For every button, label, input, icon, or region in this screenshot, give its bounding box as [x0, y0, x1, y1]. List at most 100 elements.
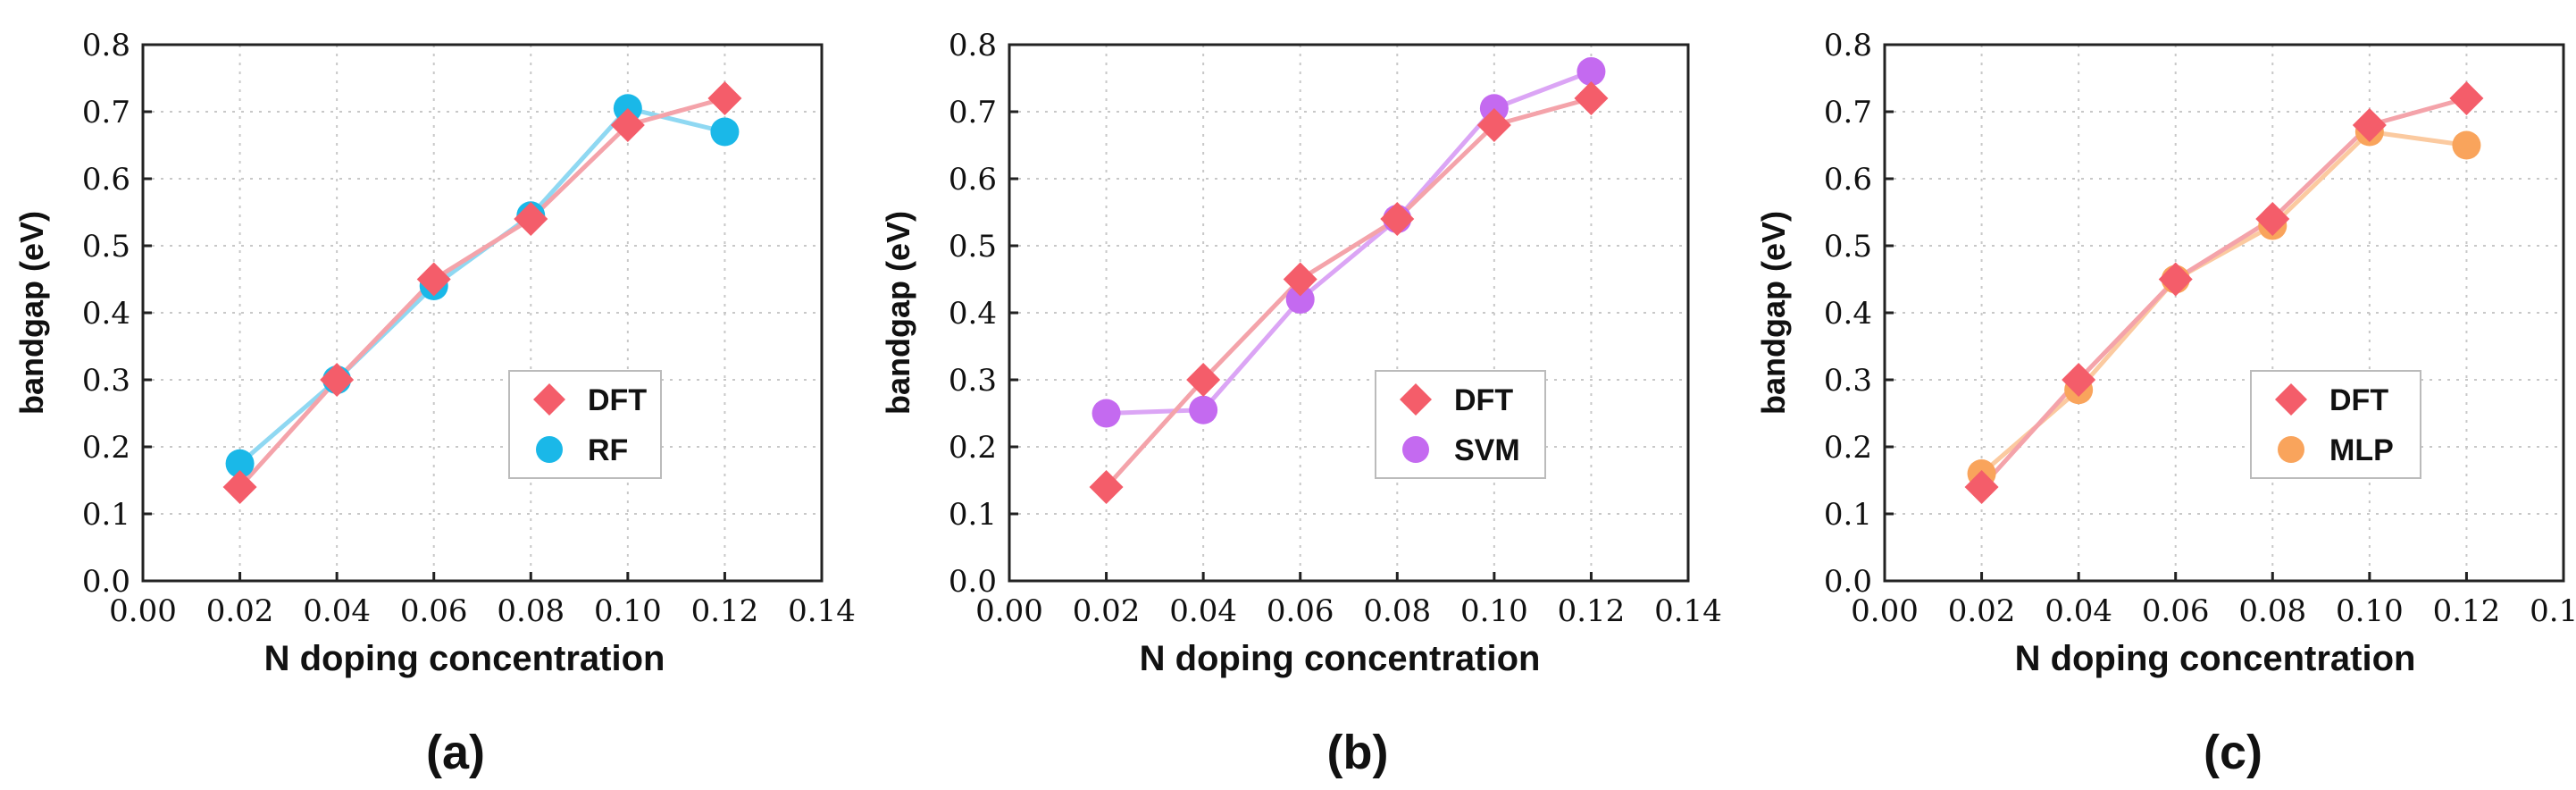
y-tick-label: 0.1	[82, 497, 130, 533]
y-tick-label: 0.2	[82, 430, 130, 466]
series-line-dft	[1104, 96, 1593, 489]
data-point-dft	[1089, 470, 1124, 504]
legend-marker-mlp	[2278, 436, 2304, 463]
y-tick-label: 0.0	[1824, 564, 1872, 600]
y-tick-label: 0.8	[82, 28, 130, 63]
data-point-dft	[1186, 363, 1221, 397]
y-tick-label: 0.1	[1824, 497, 1872, 533]
x-tick-label: 0.02	[1073, 593, 1141, 629]
x-axis-label: N doping concentration	[2015, 639, 2416, 678]
data-point-dft	[707, 81, 742, 115]
y-axis-label: bandgap (eV)	[13, 211, 50, 415]
y-axis-label: bandgap (eV)	[1755, 211, 1792, 415]
y-tick-label: 0.5	[1824, 229, 1872, 265]
x-tick-label: 0.02	[1948, 593, 2016, 629]
y-tick-label: 0.3	[1824, 363, 1872, 399]
data-point-dft	[1380, 202, 1415, 236]
legend: DFT SVM	[1375, 370, 1546, 479]
data-point-dft	[416, 262, 451, 297]
y-tick-label: 0.8	[1824, 28, 1872, 63]
x-tick-label: 0.10	[1460, 593, 1528, 629]
x-tick-label: 0.06	[2142, 593, 2210, 629]
data-point-dft	[1283, 262, 1317, 297]
legend-box	[508, 370, 662, 479]
x-tick-label: 0.06	[1267, 593, 1334, 629]
data-point-svm	[1189, 395, 1218, 424]
x-tick-label: 0.08	[1363, 593, 1431, 629]
legend: DFT MLP	[2250, 370, 2421, 479]
data-point-dft	[2158, 262, 2193, 297]
x-tick-label: 0.12	[2433, 593, 2501, 629]
y-tick-label: 0.4	[949, 296, 997, 332]
x-tick-label: 0.00	[975, 593, 1043, 629]
data-point-svm	[1285, 285, 1315, 314]
y-tick-label: 0.2	[949, 430, 997, 466]
y-tick-label: 0.8	[949, 28, 997, 63]
legend-marker-dft	[1400, 383, 1432, 416]
data-point-dft	[320, 363, 355, 397]
x-tick-label: 0.08	[2238, 593, 2306, 629]
legend-label-dft: DFT	[2329, 383, 2388, 417]
y-tick-label: 0.7	[82, 95, 130, 130]
legend: DFT RF	[508, 370, 662, 479]
x-tick-label: 0.04	[1169, 593, 1237, 629]
x-tick-label: 0.14	[788, 593, 856, 629]
y-tick-label: 0.6	[1824, 162, 1872, 198]
y-tick-label: 0.4	[82, 296, 130, 332]
x-tick-label: 0.00	[1851, 593, 1919, 629]
data-point-dft	[2255, 202, 2290, 236]
series-line-svm	[1106, 69, 1593, 416]
panel-label: (b)	[1327, 726, 1389, 779]
data-point-dft	[2449, 81, 2484, 115]
legend-box	[2250, 370, 2421, 479]
data-point-dft	[2062, 363, 2096, 397]
y-tick-label: 0.5	[949, 229, 997, 265]
chart-panel-3: 0.00 0.02 0.04 0.06 0.08 0.10 0.12 0.14 0.0 0.1 0.…	[1755, 28, 2576, 779]
panel-label: (c)	[2204, 726, 2262, 779]
data-point-dft	[1964, 470, 1999, 504]
x-tick-label: 0.00	[109, 593, 177, 629]
x-tick-label: 0.12	[691, 593, 759, 629]
y-tick-label: 0.4	[1824, 296, 1872, 332]
data-point-svm	[1091, 399, 1121, 428]
x-tick-label: 0.14	[2530, 593, 2576, 629]
x-tick-label: 0.10	[2336, 593, 2404, 629]
y-tick-label: 0.6	[949, 162, 997, 198]
y-tick-label: 0.0	[82, 564, 130, 600]
legend-marker-dft	[2275, 383, 2307, 416]
y-axis-label: bandgap (eV)	[880, 211, 916, 415]
x-tick-label: 0.10	[594, 593, 662, 629]
legend-label-mlp: MLP	[2329, 433, 2394, 467]
x-tick-label: 0.08	[497, 593, 565, 629]
legend-marker-svm	[1402, 436, 1429, 463]
y-tick-label: 0.1	[949, 497, 997, 533]
x-tick-label: 0.02	[206, 593, 274, 629]
data-point-dft	[1574, 81, 1609, 115]
x-tick-label: 0.06	[400, 593, 468, 629]
y-tick-label: 0.3	[949, 363, 997, 399]
data-point-dft	[2352, 108, 2387, 142]
legend-label-dft: DFT	[588, 383, 647, 417]
series-line-mlp	[1979, 130, 2467, 475]
x-tick-label: 0.12	[1558, 593, 1626, 629]
x-tick-label: 0.04	[2045, 593, 2112, 629]
x-tick-label: 0.14	[1654, 593, 1722, 629]
chart-panel-2: 0.00 0.02 0.04 0.06 0.08 0.10 0.12 0.14 0.0 0.1 0.…	[880, 28, 1722, 779]
legend-marker-rf	[536, 436, 563, 463]
data-point-mlp	[2452, 130, 2481, 160]
series-line-dft	[238, 96, 726, 489]
x-axis-label: N doping concentration	[264, 639, 665, 678]
chart-panel-1: 0.00 0.02 0.04 0.06 0.08 0.10 0.12 0.14 0.0 0.1 0.…	[13, 28, 856, 779]
y-tick-label: 0.3	[82, 363, 130, 399]
data-point-dft	[514, 202, 548, 236]
y-tick-label: 0.7	[949, 95, 997, 130]
x-axis-label: N doping concentration	[1140, 639, 1541, 678]
series-line-dft	[1979, 96, 2468, 489]
data-point-svm	[1577, 57, 1606, 86]
data-point-dft	[222, 470, 257, 504]
y-tick-label: 0.0	[949, 564, 997, 600]
x-tick-label: 0.04	[303, 593, 371, 629]
data-point-dft	[610, 108, 645, 142]
legend-label-svm: SVM	[1454, 433, 1520, 467]
